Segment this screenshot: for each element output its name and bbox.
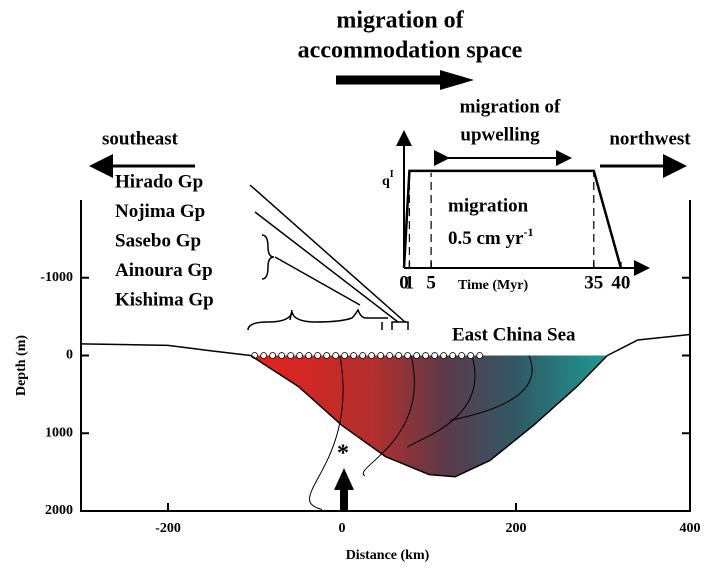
title-line: accommodation space	[298, 38, 523, 64]
group-label: Kishima Gp	[115, 289, 214, 310]
group-label: Ainoura Gp	[115, 260, 213, 281]
dot	[369, 353, 375, 359]
annotation: East China Sea	[452, 324, 576, 345]
inset-annotation: 0.5 cm yr-1	[448, 225, 533, 250]
dot	[333, 353, 339, 359]
dot	[387, 353, 393, 359]
dot	[396, 353, 402, 359]
dot	[423, 353, 429, 359]
dot	[270, 353, 276, 359]
inset-annotation-main: 0.5 cm yr	[448, 228, 524, 249]
x-tick-label: -200	[155, 521, 181, 536]
profile-line	[607, 335, 690, 356]
dot	[306, 353, 312, 359]
y-tick-label: 2000	[45, 503, 73, 518]
group-leader	[250, 185, 405, 322]
group-label: Sasebo Gp	[115, 230, 201, 251]
x-tick-label: 0	[339, 521, 346, 536]
inset-annotation: migration	[448, 195, 529, 216]
dot	[351, 353, 357, 359]
inset-annotation-sup: -1	[523, 225, 533, 239]
dot	[378, 353, 384, 359]
asterisk: *	[337, 441, 349, 467]
x-tick-label: 200	[506, 521, 527, 536]
title-line: migration of	[336, 8, 464, 34]
inset-tick-label: 1	[405, 272, 415, 293]
y-tick-label: -1000	[40, 270, 73, 285]
up-arrow-head	[334, 468, 354, 490]
dot	[414, 353, 420, 359]
inset-title: upwelling	[460, 124, 540, 145]
dot	[459, 353, 465, 359]
basin-fill	[251, 356, 608, 477]
dot	[450, 353, 456, 359]
dot	[441, 353, 447, 359]
inset-line	[404, 171, 621, 268]
dot	[297, 353, 303, 359]
dot	[324, 353, 330, 359]
group-label: Hirado Gp	[115, 171, 203, 192]
inset-tick-label: 35	[584, 272, 603, 293]
x-tick-label: 400	[680, 521, 701, 536]
inset-y-label-sup: I	[390, 169, 394, 180]
migration-arrow-head	[440, 70, 474, 90]
inset-x-label: Time (Myr)	[458, 278, 528, 293]
x-axis-label: Distance (km)	[346, 548, 430, 563]
dot	[342, 353, 348, 359]
group-brace	[262, 235, 274, 279]
group-label: Nojima Gp	[115, 201, 205, 222]
direction-label: southeast	[102, 128, 179, 149]
group-braces	[248, 310, 408, 330]
inset-title: migration of	[460, 96, 561, 117]
direction-label: northwest	[609, 128, 691, 149]
dot	[288, 353, 294, 359]
dot	[315, 353, 321, 359]
figure: migration of accommodation space southea…	[0, 0, 711, 572]
dot	[261, 353, 267, 359]
dot	[477, 353, 483, 359]
profile-line	[81, 344, 251, 356]
dot	[279, 353, 285, 359]
dot	[360, 353, 366, 359]
dot	[432, 353, 438, 359]
inset-y-label-main: q	[382, 174, 390, 189]
dot	[468, 353, 474, 359]
y-axis-label: Depth (m)	[14, 335, 29, 396]
inset-tick-label: 40	[611, 272, 630, 293]
y-tick-label: 1000	[45, 425, 73, 440]
y-tick-label: 0	[66, 348, 73, 363]
dot	[405, 353, 411, 359]
inset-tick-label: 5	[426, 272, 436, 293]
inset-y-label: qI	[382, 169, 394, 189]
